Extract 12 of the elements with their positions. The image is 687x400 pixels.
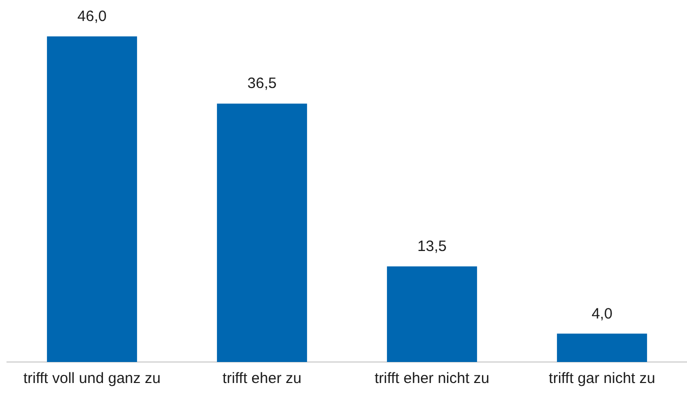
data-label: 36,5 bbox=[247, 75, 277, 92]
x-tick-label: trifft eher nicht zu bbox=[374, 370, 490, 388]
x-tick-label: trifft eher zu bbox=[222, 370, 302, 388]
data-label: 13,5 bbox=[417, 238, 447, 256]
bar bbox=[386, 266, 478, 362]
bar bbox=[46, 36, 138, 362]
data-label: 46,0 bbox=[77, 8, 107, 25]
x-tick-label: trifft gar nicht zu bbox=[548, 370, 656, 388]
data-label: 4,0 bbox=[592, 305, 612, 322]
bar bbox=[216, 104, 308, 362]
x-tick-label: trifft voll und ganz zu bbox=[23, 370, 161, 388]
bar bbox=[556, 334, 648, 362]
